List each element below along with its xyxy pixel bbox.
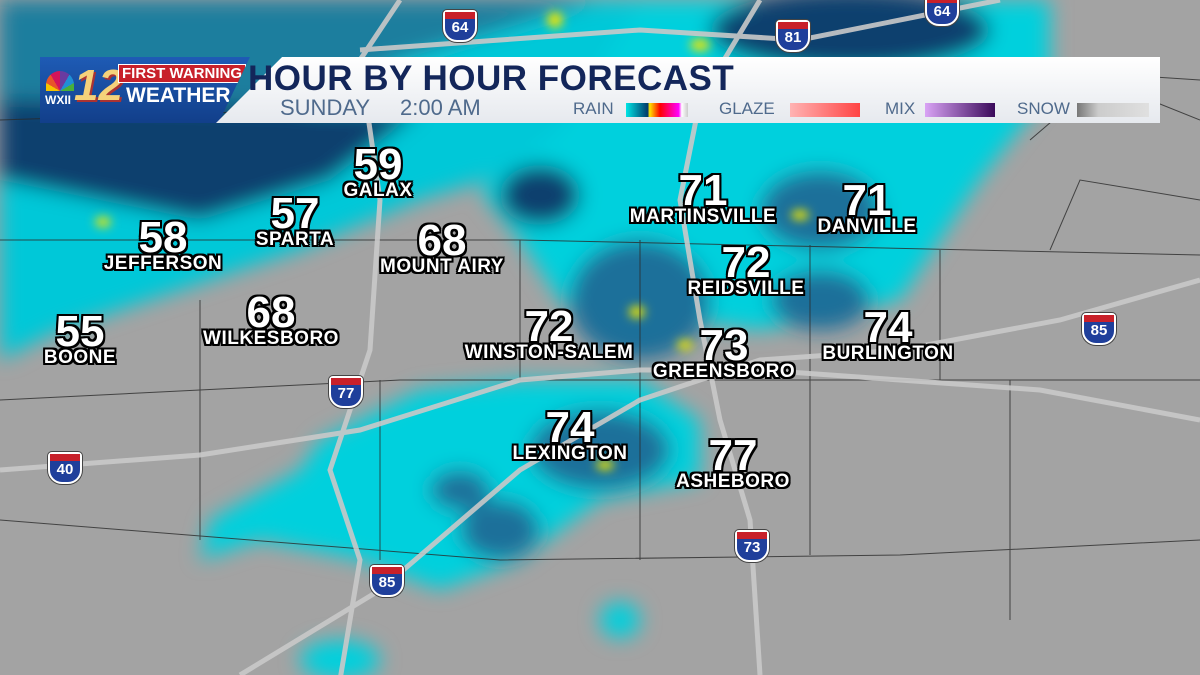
channel-number: 12 [74,61,123,110]
interstate-64-shield: 64 [443,10,477,42]
forecast-time: 2:00 AM [400,95,481,120]
city-temperature: 77 [708,431,758,480]
city-forecast-boone: 55 BOONE [44,310,116,368]
interstate-73-shield: 73 [735,530,769,562]
city-temperature: 71 [842,176,892,225]
legend-glaze-bar [790,103,860,117]
city-name: BOONE [43,347,117,368]
city-forecast-reidsville: 72 REIDSVILLE [688,241,805,299]
interstate-40-shield: 40 [48,452,82,484]
city-forecast-greensboro: 73 GREENSBORO [653,324,795,382]
city-name: LEXINGTON [512,443,628,464]
city-forecast-danville: 71 DANVILLE [818,179,917,237]
city-forecast-mount-airy: 68 MOUNT AIRY [380,219,504,277]
logo-weather: WEATHER [126,84,231,107]
city-temperature: 72 [524,302,574,351]
first-warning-tag: FIRST WARNING [118,64,247,83]
city-name: GALAX [343,180,413,201]
page-title: HOUR BY HOUR FORECAST [248,59,735,98]
city-temperature: 73 [699,321,749,370]
forecast-banner: WXII 12 FIRST WARNING WEATHER HOUR BY HO… [40,57,1160,123]
legend-glaze-label: GLAZE [719,99,775,118]
city-forecast-galax: 59 GALAX [344,143,413,201]
city-name: MOUNT AIRY [380,256,504,277]
interstate-85-shield: 85 [370,565,404,597]
city-temperature: 72 [721,238,771,287]
legend-rain-label: RAIN [573,99,614,118]
city-temperature: 71 [678,166,728,215]
city-temperature: 59 [353,140,403,189]
city-forecast-wilkesboro: 68 WILKESBORO [203,291,339,349]
interstate-77-shield: 77 [329,376,363,408]
city-temperature: 68 [246,288,296,337]
city-forecast-winston-salem: 72 WINSTON-SALEM [465,305,634,363]
station-logo: WXII 12 FIRST WARNING WEATHER [40,57,250,123]
station-call-sign: WXII [45,93,71,107]
legend-snow-bar [1077,103,1149,117]
city-forecast-martinsville: 71 MARTINSVILLE [630,169,776,227]
city-forecast-burlington: 74 BURLINGTON [822,306,953,364]
legend-mix-bar [925,103,995,117]
forecast-day: SUNDAY [280,95,371,120]
city-name: SPARTA [255,229,335,250]
legend-rain-bar [626,103,688,117]
city-name: WILKESBORO [203,328,339,349]
city-temperature: 74 [545,403,595,452]
city-temperature: 68 [417,216,467,265]
interstate-64-shield: 64 [925,0,959,26]
city-temperature: 55 [55,307,105,356]
city-name: JEFFERSON [103,253,223,274]
legend-mix-label: MIX [885,99,916,118]
logo-first: FIRST [122,65,166,82]
city-temperature: 58 [138,213,188,262]
logo-warning: WARNING [169,65,243,82]
city-name: WINSTON-SALEM [464,342,634,363]
city-temperature: 57 [270,189,320,238]
city-name: REIDSVILLE [687,278,805,299]
interstate-81-shield: 81 [776,20,810,52]
city-forecast-lexington: 74 LEXINGTON [513,406,628,464]
peacock-icon [46,71,74,91]
city-name: MARTINSVILLE [629,206,777,227]
banner-panel [216,57,1160,123]
city-name: GREENSBORO [652,361,796,382]
legend-snow-label: SNOW [1017,99,1070,118]
city-name: DANVILLE [817,216,917,237]
city-temperature: 74 [863,303,913,352]
city-name: ASHEBORO [676,471,790,492]
interstate-85-shield: 85 [1082,313,1116,345]
city-name: BURLINGTON [822,343,954,364]
city-forecast-jefferson: 58 JEFFERSON [104,216,223,274]
city-forecast-asheboro: 77 ASHEBORO [676,434,790,492]
city-forecast-sparta: 57 SPARTA [256,192,334,250]
